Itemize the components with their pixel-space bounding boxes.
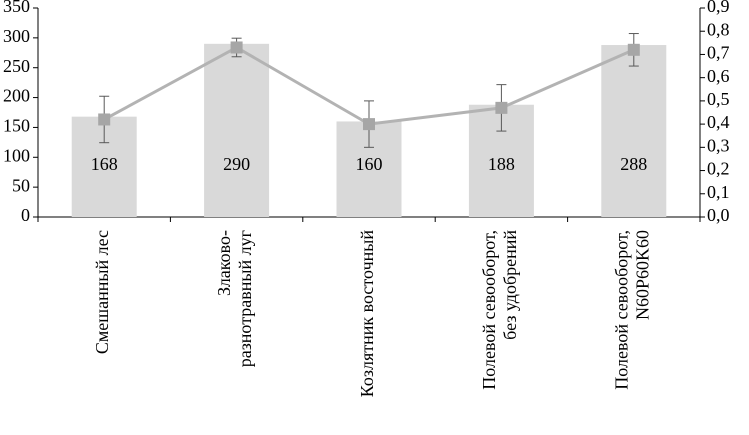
x-tick-label: Козлятник восточный <box>357 230 377 398</box>
y-tick-label: 200 <box>3 86 30 106</box>
y-tick-label: 250 <box>3 56 30 76</box>
y-tick-label: 0 <box>21 205 30 225</box>
y2-tick-label: 0,4 <box>707 112 730 132</box>
x-tick-label: Злаково-разнотравный луг <box>214 230 255 367</box>
y2-tick-label: 0,1 <box>707 182 730 202</box>
y-tick-label: 100 <box>3 145 30 165</box>
line-marker <box>98 113 111 126</box>
x-tick-label-line: Полевой севооборот, <box>611 230 631 390</box>
bar-value-label: 160 <box>356 154 383 174</box>
x-tick-label-line: Смешанный лес <box>92 230 112 354</box>
y2-tick-label: 0,2 <box>707 159 730 179</box>
line-marker <box>495 101 508 114</box>
x-tick-label: Полевой севооборот,без удобрений <box>479 230 520 390</box>
y2-tick-label: 0,0 <box>707 205 730 225</box>
line-marker <box>230 41 243 54</box>
y-tick-label: 300 <box>3 26 30 46</box>
y2-tick-label: 0,3 <box>707 135 730 155</box>
bar-value-label: 168 <box>91 154 118 174</box>
x-tick-label-line: Злаково- <box>214 230 234 296</box>
x-tick-label-line: разнотравный луг <box>235 230 255 367</box>
y2-tick-label: 0,5 <box>707 89 730 109</box>
bar-value-label: 188 <box>488 154 515 174</box>
y-tick-label: 350 <box>3 0 30 16</box>
y2-tick-label: 0,9 <box>707 0 730 16</box>
bar <box>204 43 270 218</box>
line-marker <box>627 43 640 56</box>
x-tick-label-line: Полевой севооборот, <box>479 230 499 390</box>
bar-value-label: 288 <box>620 154 647 174</box>
x-tick-label-line: без удобрений <box>500 230 520 340</box>
y-tick-label: 150 <box>3 116 30 136</box>
x-tick-label-line: N60P60K60 <box>632 230 652 320</box>
x-tick-label: Полевой севооборот,N60P60K60 <box>611 230 652 390</box>
y2-tick-label: 0,8 <box>707 19 730 39</box>
y2-tick-label: 0,7 <box>707 43 730 63</box>
y-tick-label: 50 <box>12 175 30 195</box>
y2-tick-label: 0,6 <box>707 66 730 86</box>
x-tick-label-line: Козлятник восточный <box>357 230 377 398</box>
bar <box>601 45 667 217</box>
line-marker <box>363 118 375 131</box>
bar-value-label: 290 <box>223 154 250 174</box>
x-tick-label: Смешанный лес <box>92 230 112 354</box>
